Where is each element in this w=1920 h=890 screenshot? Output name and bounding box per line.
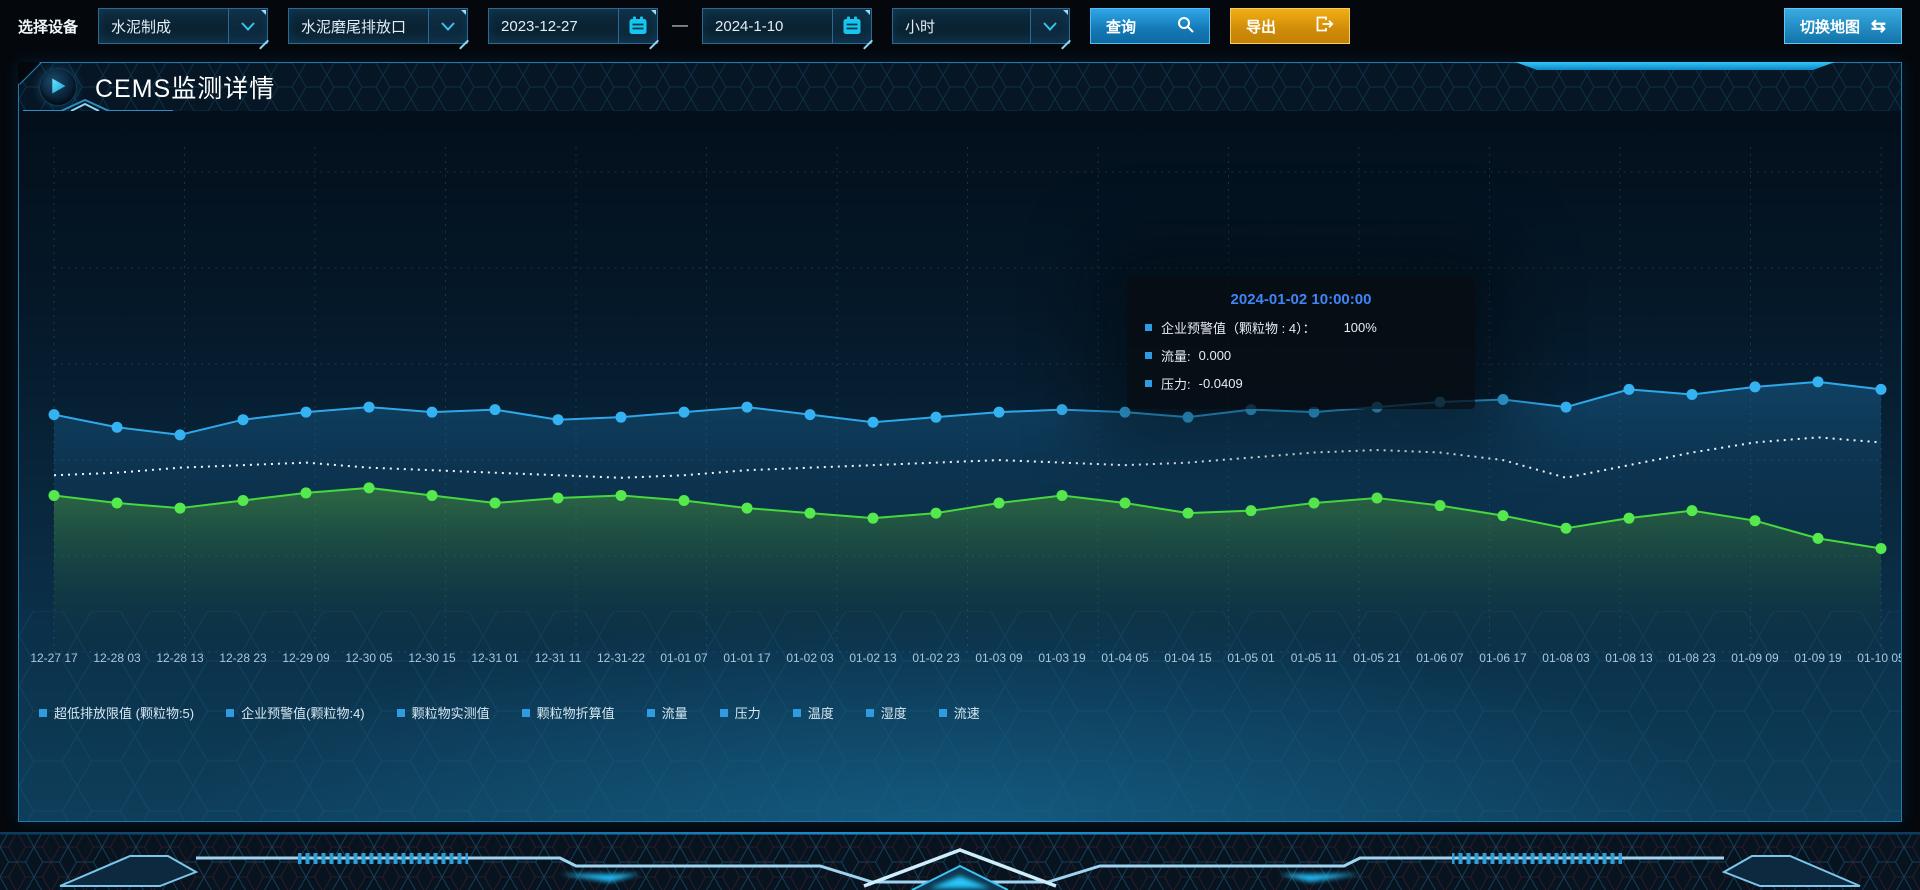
x-axis-label: 01-03 19 <box>1038 651 1086 665</box>
chart-area: 12-27 17 12-28 03 12-28 13 12-28 23 12-29 09… <box>19 111 1901 821</box>
switch-map-label: 切换地图 <box>1800 18 1861 36</box>
device-type-select[interactable]: 水泥制成 <box>98 8 269 44</box>
chevron-down-icon <box>428 9 468 43</box>
x-axis-label: 01-01 17 <box>723 651 771 665</box>
legend-item[interactable]: 超低排放限值 (颗粒物:5) <box>39 703 194 722</box>
x-axis-label: 01-08 13 <box>1605 651 1653 665</box>
x-axis-label: 01-05 11 <box>1290 651 1338 665</box>
start-date-value: 2023-12-27 <box>501 17 578 35</box>
device-type-value: 水泥制成 <box>111 18 172 36</box>
legend-item[interactable]: 温度 <box>792 703 834 722</box>
swap-arrows-icon: ⇆ <box>1870 16 1886 36</box>
interval-value: 小时 <box>905 18 936 36</box>
x-axis-label: 01-06 17 <box>1479 651 1527 665</box>
x-axis-label: 12-31 11 <box>534 651 582 665</box>
legend-item[interactable]: 颗粒物实测值 <box>396 703 490 722</box>
legend-marker-icon <box>226 708 235 717</box>
device-select-label: 选择设备 <box>18 18 79 36</box>
x-axis-label: 12-31 01 <box>471 651 519 665</box>
x-axis-label: 12-28 23 <box>219 651 267 665</box>
start-date-input[interactable]: 2023-12-27 <box>488 8 659 44</box>
chevron-down-icon <box>228 9 268 43</box>
tooltip-row: 压力: -0.0409 <box>1145 374 1457 393</box>
tooltip-rows: 企业预警值（颗粒物 : 4）： 100% 流量: 0.000 压力: -0.0409 <box>1145 318 1457 393</box>
x-axis-label: 12-30 05 <box>345 651 393 665</box>
export-button-label: 导出 <box>1246 18 1277 36</box>
legend-marker-icon <box>792 708 801 717</box>
x-axis-label: 01-02 13 <box>849 651 897 665</box>
x-axis-label: 01-01 07 <box>660 651 708 665</box>
x-axis-label: 01-05 01 <box>1227 651 1275 665</box>
legend-item[interactable]: 湿度 <box>865 703 907 722</box>
legend-item[interactable]: 流量 <box>646 703 688 722</box>
series-marker-icon <box>1145 380 1152 387</box>
x-axis-label: 01-08 23 <box>1668 651 1716 665</box>
end-date-input[interactable]: 2024-1-10 <box>702 8 873 44</box>
panel-title: CEMS监测详情 <box>95 75 276 103</box>
query-button-label: 查询 <box>1106 18 1137 36</box>
play-icon <box>39 68 77 106</box>
chevron-down-icon <box>1030 9 1070 43</box>
x-axis-label: 01-02 23 <box>912 651 960 665</box>
x-axis: 12-27 17 12-28 03 12-28 13 12-28 23 12-29 09… <box>29 651 1901 669</box>
x-axis-label: 01-09 09 <box>1731 651 1779 665</box>
date-range-separator: — <box>672 17 689 34</box>
x-axis-label: 01-08 03 <box>1542 651 1590 665</box>
x-axis-label: 12-29 09 <box>282 651 330 665</box>
legend-item[interactable]: 企业预警值(颗粒物:4) <box>226 703 365 722</box>
x-axis-label: 01-05 21 <box>1353 651 1401 665</box>
legend-item[interactable]: 压力 <box>719 703 761 722</box>
legend-marker-icon <box>39 708 47 717</box>
x-axis-label: 12-28 03 <box>93 651 141 665</box>
toolbar: 选择设备 水泥制成 水泥磨尾排放口 2023-12-27 — 2024-1-10… <box>18 7 1902 45</box>
x-axis-label: 01-04 05 <box>1101 651 1149 665</box>
hexagon-pattern <box>19 63 1901 111</box>
legend-item[interactable]: 颗粒物折算值 <box>521 703 615 722</box>
x-axis-label: 01-03 09 <box>975 651 1023 665</box>
tooltip-title: 2024-01-02 10:00:00 <box>1230 291 1372 308</box>
x-axis-label: 01-06 07 <box>1416 651 1464 665</box>
outlet-select[interactable]: 水泥磨尾排放口 <box>288 8 469 44</box>
header-notch-decoration <box>1515 62 1835 70</box>
interval-select[interactable]: 小时 <box>892 8 1071 44</box>
search-icon <box>1177 16 1194 37</box>
legend-marker-icon <box>646 708 655 717</box>
query-button[interactable]: 查询 <box>1090 8 1211 44</box>
export-icon <box>1316 16 1334 36</box>
switch-map-button[interactable]: 切换地图 ⇆ <box>1784 8 1902 44</box>
outlet-value: 水泥磨尾排放口 <box>301 18 407 36</box>
x-axis-label: 01-02 03 <box>786 651 834 665</box>
legend-marker-icon <box>719 708 728 717</box>
export-button[interactable]: 导出 <box>1230 8 1351 44</box>
legend: 超低排放限值 (颗粒物:5) 企业预警值(颗粒物:4) 颗粒物实测值 颗粒物折算值 流量… <box>39 703 980 722</box>
x-axis-label: 12-30 15 <box>408 651 456 665</box>
legend-item[interactable]: 流速 <box>938 703 980 722</box>
legend-marker-icon <box>938 708 947 717</box>
legend-marker-icon <box>521 708 530 717</box>
legend-marker-icon <box>396 708 405 717</box>
x-axis-label: 01-10 05 <box>1857 651 1901 665</box>
x-axis-label: 01-04 15 <box>1164 651 1212 665</box>
end-date-value: 2024-1-10 <box>715 17 784 35</box>
calendar-icon <box>618 9 658 43</box>
x-axis-label: 12-31-22 <box>596 651 646 665</box>
panel-header: CEMS监测详情 <box>18 62 1901 112</box>
series-marker-icon <box>1145 352 1152 359</box>
tooltip-row: 流量: 0.000 <box>1145 346 1457 365</box>
bottom-decoration <box>0 832 1920 890</box>
x-axis-label: 01-09 19 <box>1794 651 1842 665</box>
series-marker-icon <box>1145 324 1152 331</box>
x-axis-label: 12-27 17 <box>30 651 78 665</box>
calendar-icon <box>832 9 872 43</box>
tooltip-row: 企业预警值（颗粒物 : 4）： 100% <box>1145 318 1457 337</box>
chart-svg[interactable] <box>29 147 1891 659</box>
x-axis-label: 12-28 13 <box>156 651 204 665</box>
chart-tooltip: 2024-01-02 10:00:00 企业预警值（颗粒物 : 4）： 100% 流… <box>1127 277 1475 409</box>
cems-panel: CEMS监测详情 12-27 17 12-28 03 12-28 13 12-28 2… <box>18 62 1902 822</box>
legend-marker-icon <box>865 708 874 717</box>
